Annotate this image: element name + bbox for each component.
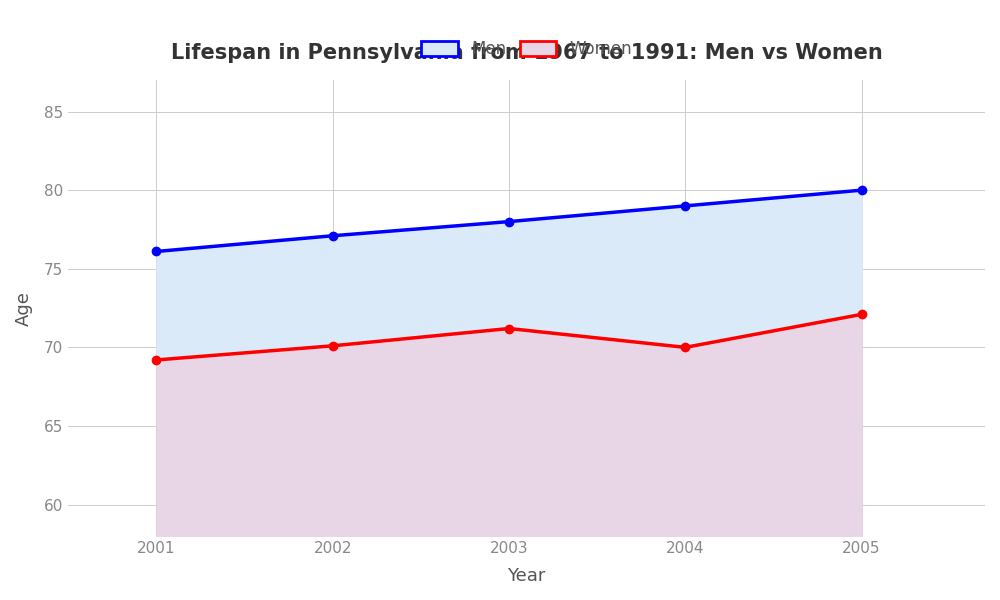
Line: Women: Women [152, 310, 866, 364]
Women [327, 342, 339, 349]
Line: Men: Men [152, 186, 866, 256]
Men [150, 248, 162, 255]
Women [856, 311, 868, 318]
Men [503, 218, 515, 225]
X-axis label: Year: Year [507, 567, 546, 585]
Men [327, 232, 339, 239]
Women [150, 356, 162, 364]
Men [856, 187, 868, 194]
Title: Lifespan in Pennsylvania from 1967 to 1991: Men vs Women: Lifespan in Pennsylvania from 1967 to 19… [171, 43, 883, 63]
Women [503, 325, 515, 332]
Y-axis label: Age: Age [15, 290, 33, 326]
Women [679, 344, 691, 351]
Legend: Men, Women: Men, Women [414, 34, 639, 65]
Men [679, 202, 691, 209]
